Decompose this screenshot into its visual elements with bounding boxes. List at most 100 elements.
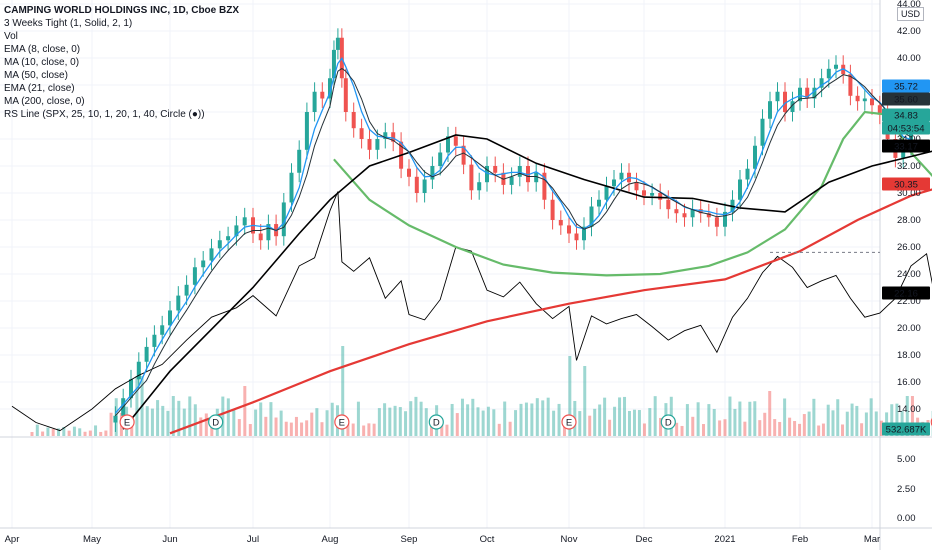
candle-body — [745, 168, 750, 180]
ema21-line — [333, 110, 932, 277]
volume-bar — [712, 408, 716, 436]
candle-body — [612, 179, 616, 187]
candle-body — [848, 74, 853, 96]
event-marker-label: E — [566, 418, 572, 429]
candle-body — [493, 166, 498, 173]
event-marker[interactable] — [428, 414, 444, 430]
volume-bar — [424, 408, 428, 436]
volume-bar — [300, 422, 304, 436]
volume-bar — [841, 424, 845, 436]
time-tick-label: Sep — [401, 534, 418, 545]
candle-body — [351, 112, 356, 129]
volume-bar — [758, 420, 762, 436]
volume-bar — [552, 410, 556, 436]
volume-bar — [35, 424, 39, 436]
volume-bar — [707, 404, 711, 436]
volume-bar — [221, 396, 225, 436]
volume-bar — [743, 421, 747, 436]
volume-bar — [78, 428, 82, 436]
candle-body — [650, 193, 655, 196]
event-marker[interactable] — [334, 414, 350, 430]
volume-bar — [557, 403, 561, 436]
ma50-line — [122, 134, 932, 430]
candle-body — [706, 213, 711, 218]
candle-body — [753, 145, 757, 169]
time-tick-label: Feb — [792, 534, 808, 545]
price-label-bg — [882, 108, 930, 122]
event-marker[interactable] — [119, 414, 135, 430]
candle-body — [446, 136, 450, 153]
volume-bar — [377, 408, 381, 436]
volume-bar — [398, 407, 402, 436]
volume-bar — [161, 405, 165, 436]
event-marker[interactable] — [660, 414, 676, 430]
volume-bar — [895, 403, 899, 436]
candle-body — [877, 105, 882, 115]
volume-bar — [388, 407, 392, 436]
volume-bar — [817, 425, 821, 436]
candle-body — [266, 224, 271, 241]
indicator-rs-line[interactable]: RS Line (SPX, 25, 10, 1, 20, 1, 40, Circ… — [4, 109, 205, 120]
volume-bar — [232, 410, 236, 436]
volume-bar — [497, 423, 501, 436]
volume-bar — [204, 413, 208, 436]
volume-bar — [860, 423, 864, 436]
event-marker-label: E — [339, 418, 345, 429]
candle-body — [469, 164, 474, 191]
volume-bar — [778, 421, 782, 436]
candle-body — [690, 209, 695, 218]
candle-body — [723, 211, 727, 227]
indicator-ema8[interactable]: EMA (8, close, 0) — [4, 44, 81, 55]
candle-body — [517, 166, 522, 177]
event-marker-label: D — [665, 418, 672, 429]
candle-body — [658, 193, 663, 200]
candle-body — [258, 233, 263, 241]
volume-bar — [367, 423, 371, 436]
candle-body — [550, 199, 555, 220]
volume-bar — [788, 417, 792, 436]
volume-bar — [67, 430, 71, 436]
currency-badge[interactable]: USD — [896, 7, 924, 21]
volume-tick-label: 0.00 — [897, 513, 916, 524]
indicator-ma200[interactable]: MA (200, close, 0) — [4, 96, 85, 107]
price-label-text: 04:53:54 — [888, 124, 925, 135]
volume-bar — [632, 409, 636, 436]
volume-bar — [541, 400, 545, 436]
candle-body — [129, 379, 133, 399]
indicator-ma10[interactable]: MA (10, close, 0) — [4, 57, 80, 68]
indicator-3wt[interactable]: 3 Weeks Tight (1, Solid, 2, 1) — [4, 18, 133, 29]
price-label-bg — [882, 139, 930, 153]
indicator-ma50[interactable]: MA (50, close) — [4, 70, 68, 81]
volume-bar — [486, 406, 490, 436]
volume-bar — [685, 404, 689, 436]
price-tick-label: 28.00 — [897, 215, 921, 226]
price-tick-label: 20.00 — [897, 323, 921, 334]
volume-bar — [51, 429, 55, 436]
indicator-ema21[interactable]: EMA (21, close) — [4, 83, 75, 94]
event-marker[interactable] — [561, 414, 577, 430]
volume-bar — [30, 432, 34, 436]
time-tick-label: Jun — [162, 534, 177, 545]
volume-bar — [748, 401, 752, 436]
candle-body — [862, 98, 867, 102]
volume-bar — [680, 425, 684, 436]
price-label-bg — [882, 286, 930, 300]
indicator-vol[interactable]: Vol — [4, 31, 18, 42]
candle-body — [634, 182, 639, 191]
candle-body — [589, 206, 594, 227]
event-marker[interactable] — [208, 414, 224, 430]
volume-bar — [330, 402, 334, 436]
volume-bar — [264, 416, 268, 436]
volume-bar — [546, 397, 550, 436]
candle-body — [422, 179, 427, 193]
candle-body — [383, 132, 388, 139]
price-label-bg — [882, 177, 930, 191]
volume-bar — [503, 401, 507, 436]
candle-body — [597, 199, 601, 207]
volume-bar — [177, 400, 181, 436]
candle-body — [209, 248, 214, 261]
volume-bar — [269, 402, 273, 436]
volume-bar — [783, 398, 787, 436]
candle-body — [453, 136, 458, 146]
